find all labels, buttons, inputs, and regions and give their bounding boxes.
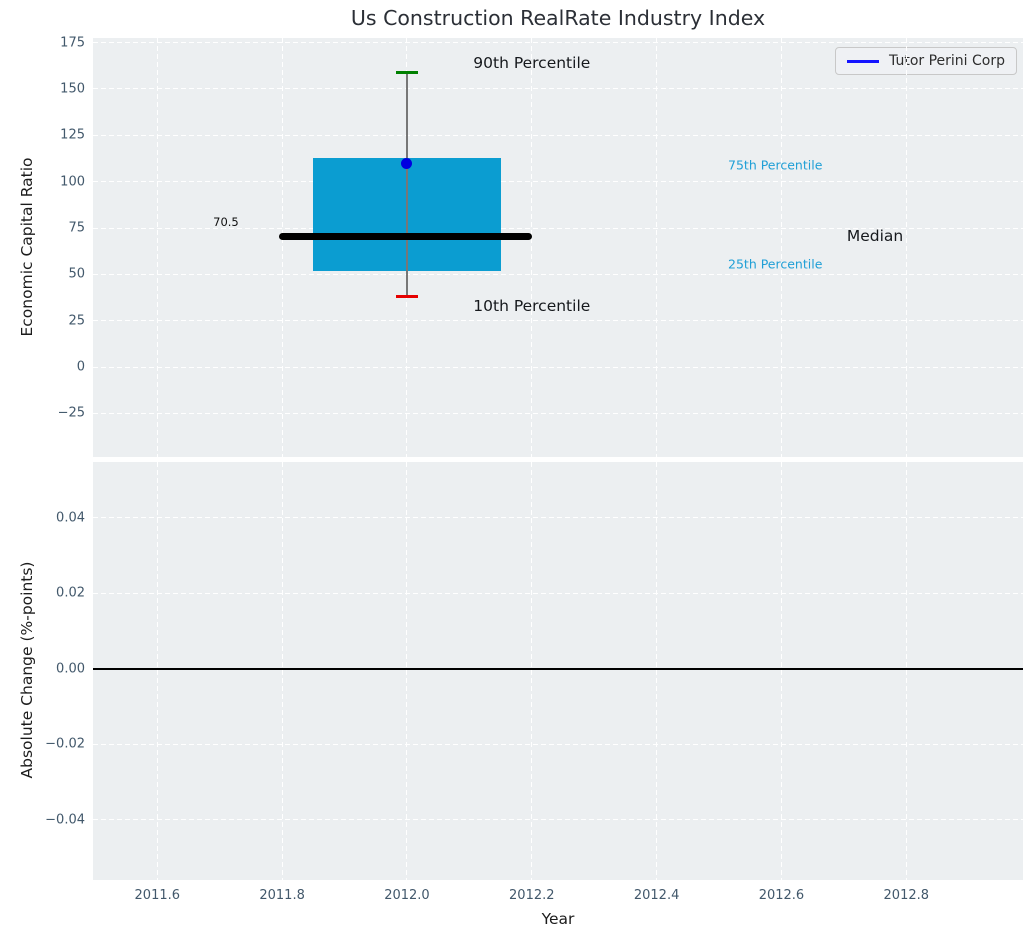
y-gridline xyxy=(93,517,1023,519)
annotation-70-5: 70.5 xyxy=(213,215,239,230)
y-gridline xyxy=(93,819,1023,821)
x-gridline xyxy=(656,38,658,457)
x-gridline xyxy=(156,462,158,880)
annotation-90th-percentile: 90th Percentile xyxy=(473,54,591,73)
annotation-10th-percentile: 10th Percentile xyxy=(473,296,591,315)
y-tick-label: 0.00 xyxy=(56,661,85,677)
y-gridline xyxy=(93,181,1023,183)
y-gridline xyxy=(93,366,1023,368)
y-gridline xyxy=(93,320,1023,322)
x-tick-label: 2012.4 xyxy=(633,888,680,903)
y-tick-label: −0.04 xyxy=(45,812,85,828)
x-gridline xyxy=(780,462,782,880)
annotation-75th-percentile: 75th Percentile xyxy=(728,157,823,173)
x-gridline xyxy=(656,462,658,880)
company-point xyxy=(401,157,413,169)
y-gridline xyxy=(93,743,1023,745)
x-tick-label: 2011.6 xyxy=(134,888,181,903)
chart-title: Us Construction RealRate Industry Index xyxy=(350,6,766,30)
y-tick-label: 125 xyxy=(60,127,85,143)
x-gridline xyxy=(531,38,533,457)
axes-bottom xyxy=(93,462,1023,880)
top-y-axis-label: Economic Capital Ratio xyxy=(18,157,36,337)
x-gridline xyxy=(156,38,158,457)
legend: Tutor Perini Corp xyxy=(835,47,1017,75)
x-gridline xyxy=(905,462,907,880)
bottom-y-axis-label: Absolute Change (%-points) xyxy=(18,561,36,779)
x-gridline xyxy=(406,462,408,880)
y-tick-label: 75 xyxy=(68,220,85,236)
y-gridline xyxy=(93,134,1023,136)
zero-line xyxy=(93,667,1023,670)
y-gridline xyxy=(93,412,1023,414)
y-tick-label: 150 xyxy=(60,81,85,97)
y-gridline xyxy=(93,88,1023,90)
y-tick-label: 0.04 xyxy=(56,510,85,526)
annotation-25th-percentile: 25th Percentile xyxy=(728,256,823,272)
x-tick-label: 2012.6 xyxy=(758,888,805,903)
y-gridline xyxy=(93,42,1023,44)
x-gridline xyxy=(281,38,283,457)
x-gridline xyxy=(905,38,907,457)
whisker-line xyxy=(406,72,408,297)
legend-line-sample xyxy=(847,59,880,63)
y-gridline xyxy=(93,273,1023,275)
y-tick-label: 50 xyxy=(68,266,85,282)
annotation-median: Median xyxy=(846,227,904,246)
p10-cap xyxy=(396,295,418,299)
legend-label: Tutor Perini Corp xyxy=(889,53,1005,69)
y-tick-label: −0.02 xyxy=(45,736,85,752)
median-line xyxy=(279,232,532,240)
y-tick-label: 175 xyxy=(60,35,85,51)
y-tick-label: 25 xyxy=(68,313,85,329)
y-gridline xyxy=(93,592,1023,594)
y-tick-label: 0.02 xyxy=(56,585,85,601)
x-gridline xyxy=(780,38,782,457)
x-tick-label: 2011.8 xyxy=(259,888,305,903)
x-gridline xyxy=(281,462,283,880)
x-gridline xyxy=(531,462,533,880)
x-tick-label: 2012.2 xyxy=(509,888,555,903)
x-axis-label: Year xyxy=(541,910,575,928)
y-tick-label: 0 xyxy=(76,359,85,375)
axes-top: Tutor Perini Corp 90th Percentile 10th Pe… xyxy=(93,38,1023,457)
y-tick-label: 100 xyxy=(60,174,85,190)
x-tick-label: 2012.8 xyxy=(883,888,930,903)
p90-cap xyxy=(396,70,418,74)
x-tick-label: 2012.0 xyxy=(384,888,430,903)
y-tick-label: −25 xyxy=(57,405,85,421)
